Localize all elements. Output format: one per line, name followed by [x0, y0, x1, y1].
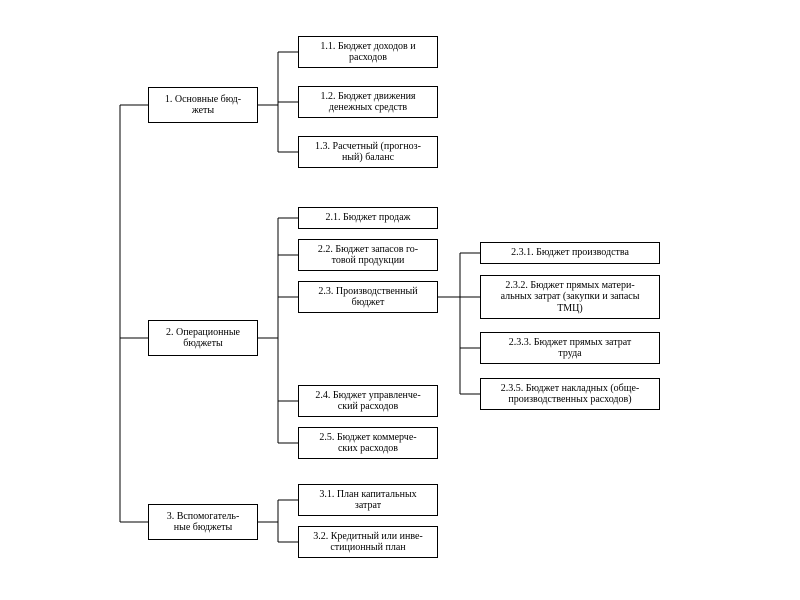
- tree-node-label: 2.3. Производственный бюджет: [318, 286, 417, 309]
- tree-node-n21: 2.1. Бюджет продаж: [298, 207, 438, 229]
- tree-node-label: 3.2. Кредитный или инве- стиционный план: [313, 531, 423, 554]
- tree-node-label: 1.3. Расчетный (прогноз- ный) баланс: [315, 141, 421, 164]
- tree-node-label: 1.2. Бюджет движения денежных средств: [320, 91, 415, 114]
- tree-node-n23: 2.3. Производственный бюджет: [298, 281, 438, 313]
- tree-node-label: 1.1. Бюджет доходов и расходов: [320, 41, 415, 64]
- tree-node-n22: 2.2. Бюджет запасов го- товой продукции: [298, 239, 438, 271]
- tree-node-n24: 2.4. Бюджет управленче- ский расходов: [298, 385, 438, 417]
- tree-node-n3: 3. Вспомогатель- ные бюджеты: [148, 504, 258, 540]
- tree-node-n235: 2.3.5. Бюджет накладных (обще- производс…: [480, 378, 660, 410]
- tree-node-n25: 2.5. Бюджет коммерче- ских расходов: [298, 427, 438, 459]
- tree-node-n31: 3.1. План капитальных затрат: [298, 484, 438, 516]
- tree-node-label: 2.4. Бюджет управленче- ский расходов: [315, 390, 420, 413]
- tree-node-n231: 2.3.1. Бюджет производства: [480, 242, 660, 264]
- tree-node-n233: 2.3.3. Бюджет прямых затрат труда: [480, 332, 660, 364]
- tree-node-label: 2.3.3. Бюджет прямых затрат труда: [509, 337, 632, 360]
- tree-node-label: 1. Основные бюд- жеты: [165, 94, 241, 117]
- tree-node-label: 2.5. Бюджет коммерче- ских расходов: [319, 432, 416, 455]
- tree-node-n12: 1.2. Бюджет движения денежных средств: [298, 86, 438, 118]
- tree-node-n232: 2.3.2. Бюджет прямых матери- альных затр…: [480, 275, 660, 319]
- tree-node-label: 2.3.2. Бюджет прямых матери- альных затр…: [501, 280, 640, 315]
- tree-node-label: 2.2. Бюджет запасов го- товой продукции: [318, 244, 418, 267]
- tree-node-label: 2.3.1. Бюджет производства: [511, 247, 629, 259]
- tree-node-label: 2.1. Бюджет продаж: [326, 212, 411, 224]
- tree-node-label: 2.3.5. Бюджет накладных (обще- производс…: [501, 383, 640, 406]
- tree-node-n2: 2. Операционные бюджеты: [148, 320, 258, 356]
- tree-node-n1: 1. Основные бюд- жеты: [148, 87, 258, 123]
- tree-node-label: 3. Вспомогатель- ные бюджеты: [167, 511, 240, 534]
- tree-node-n13: 1.3. Расчетный (прогноз- ный) баланс: [298, 136, 438, 168]
- tree-node-label: 2. Операционные бюджеты: [166, 327, 240, 350]
- tree-node-n32: 3.2. Кредитный или инве- стиционный план: [298, 526, 438, 558]
- tree-node-n11: 1.1. Бюджет доходов и расходов: [298, 36, 438, 68]
- tree-node-label: 3.1. План капитальных затрат: [319, 489, 416, 512]
